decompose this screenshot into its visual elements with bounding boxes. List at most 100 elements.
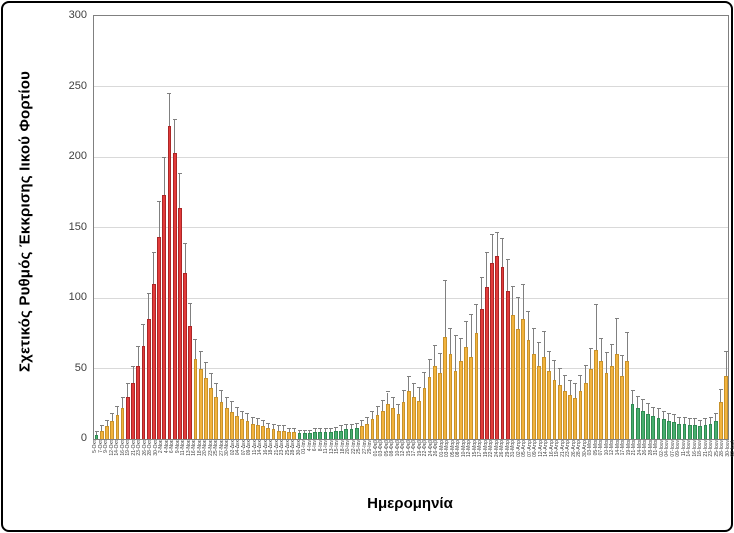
error-bar-cap	[495, 232, 500, 234]
bar-18-Ιουν	[667, 420, 671, 439]
bar-slot	[599, 16, 604, 439]
bar-07-Ιουν	[641, 410, 645, 439]
error-bar-cap	[448, 328, 453, 330]
bar-30-Νοε	[219, 402, 224, 439]
bar-23-Νοε	[204, 378, 208, 439]
bar-slot	[489, 16, 495, 439]
error-bar-cap	[562, 374, 567, 376]
bar-slot	[515, 16, 521, 439]
bar-slot	[625, 16, 630, 439]
error-bar	[356, 423, 358, 428]
error-bar-cap	[474, 304, 479, 306]
bar-31-Μαρ	[490, 262, 494, 439]
error-bar	[449, 329, 451, 355]
bar-26-Φεβ	[417, 400, 422, 439]
error-bar-cap	[401, 390, 406, 392]
bar-slot	[713, 16, 718, 439]
error-bar	[158, 202, 160, 238]
bar-28-Απρ	[552, 379, 557, 439]
bar-18-Ιαν	[328, 431, 333, 439]
bar-slot	[692, 16, 697, 439]
error-bar	[231, 402, 233, 413]
bar-slot	[292, 16, 297, 439]
y-axis-title: Σχετικός Ρυθμός Έκκρισης Ιικού Φορτίου	[16, 70, 34, 373]
error-bar	[345, 424, 347, 430]
error-bar-cap	[276, 425, 281, 427]
error-bar-cap	[344, 423, 349, 425]
bar-slot	[323, 16, 328, 439]
error-bar-cap	[609, 343, 614, 345]
error-bar-cap	[131, 366, 136, 368]
error-bar	[408, 376, 410, 392]
error-bar	[215, 384, 217, 397]
error-bar-cap	[625, 332, 630, 334]
x-axis-title: Ημερομηνία	[367, 495, 453, 512]
bar-slot	[724, 16, 729, 439]
error-bar-cap	[266, 422, 271, 424]
error-bar-cap	[302, 429, 307, 431]
bar-slot	[703, 16, 708, 439]
bar-slot	[370, 16, 375, 439]
error-bar	[507, 259, 509, 291]
error-bar	[361, 420, 363, 427]
bar-23-Ιουν	[677, 423, 682, 439]
bar-19-Φεβ	[401, 402, 406, 439]
gridline	[94, 368, 728, 370]
error-bar-cap	[167, 92, 172, 94]
error-bar-cap	[464, 320, 469, 322]
error-bar-cap	[718, 388, 723, 390]
error-bar	[600, 338, 602, 362]
error-bar-cap	[526, 311, 531, 313]
error-bar	[559, 368, 561, 386]
bar-slot	[552, 16, 557, 439]
bar-slot	[406, 16, 411, 439]
error-bar-cap	[453, 335, 458, 337]
error-bar	[689, 419, 691, 425]
bar-5-Οκτ	[94, 434, 99, 439]
bar-slot	[495, 16, 500, 439]
bar-slot	[349, 16, 354, 439]
bar-25-Ιαν	[344, 429, 349, 439]
bar-30-Ιουν	[693, 424, 697, 439]
error-bar	[590, 348, 592, 369]
bar-14-Δεκ	[250, 423, 255, 439]
bar-slot	[208, 16, 214, 439]
bar-30-Οκτ	[151, 283, 156, 439]
bar-slot	[110, 16, 115, 439]
error-bar-cap	[469, 313, 474, 315]
bar-24-Φεβ	[412, 396, 416, 439]
error-bar-cap	[125, 383, 130, 385]
error-bar	[439, 354, 441, 373]
error-bar	[725, 351, 727, 376]
bar-slot	[432, 16, 437, 439]
error-bar-cap	[105, 419, 109, 421]
bar-21-Οκτ	[131, 382, 135, 439]
bar-28-Μαι	[620, 375, 624, 439]
error-bar	[101, 426, 103, 431]
error-bar-cap	[635, 395, 640, 397]
error-bar-cap	[287, 428, 292, 430]
error-bar	[673, 415, 675, 423]
bar-slot	[136, 16, 141, 439]
error-bar	[236, 408, 238, 417]
error-bar	[106, 420, 108, 427]
bar-19-Μαι	[599, 361, 604, 439]
bar-17-Φεβ	[396, 413, 401, 439]
error-bar-cap	[713, 412, 718, 414]
error-bar	[704, 419, 706, 425]
bar-21-Δεκ	[266, 427, 271, 439]
error-bar	[585, 365, 587, 383]
error-bar	[715, 413, 717, 421]
error-bar	[491, 234, 493, 263]
error-bar	[319, 429, 321, 432]
bar-14-Ιουλ	[724, 375, 729, 439]
bar-slot	[344, 16, 349, 439]
bar-22-Ιαν	[339, 430, 344, 439]
bar-slot	[562, 16, 567, 439]
bar-10-Μαι	[578, 391, 583, 439]
error-bar-cap	[557, 367, 562, 369]
bar-26-Μαι	[615, 354, 619, 439]
bar-slot	[422, 16, 427, 439]
error-bar-cap	[614, 318, 619, 320]
